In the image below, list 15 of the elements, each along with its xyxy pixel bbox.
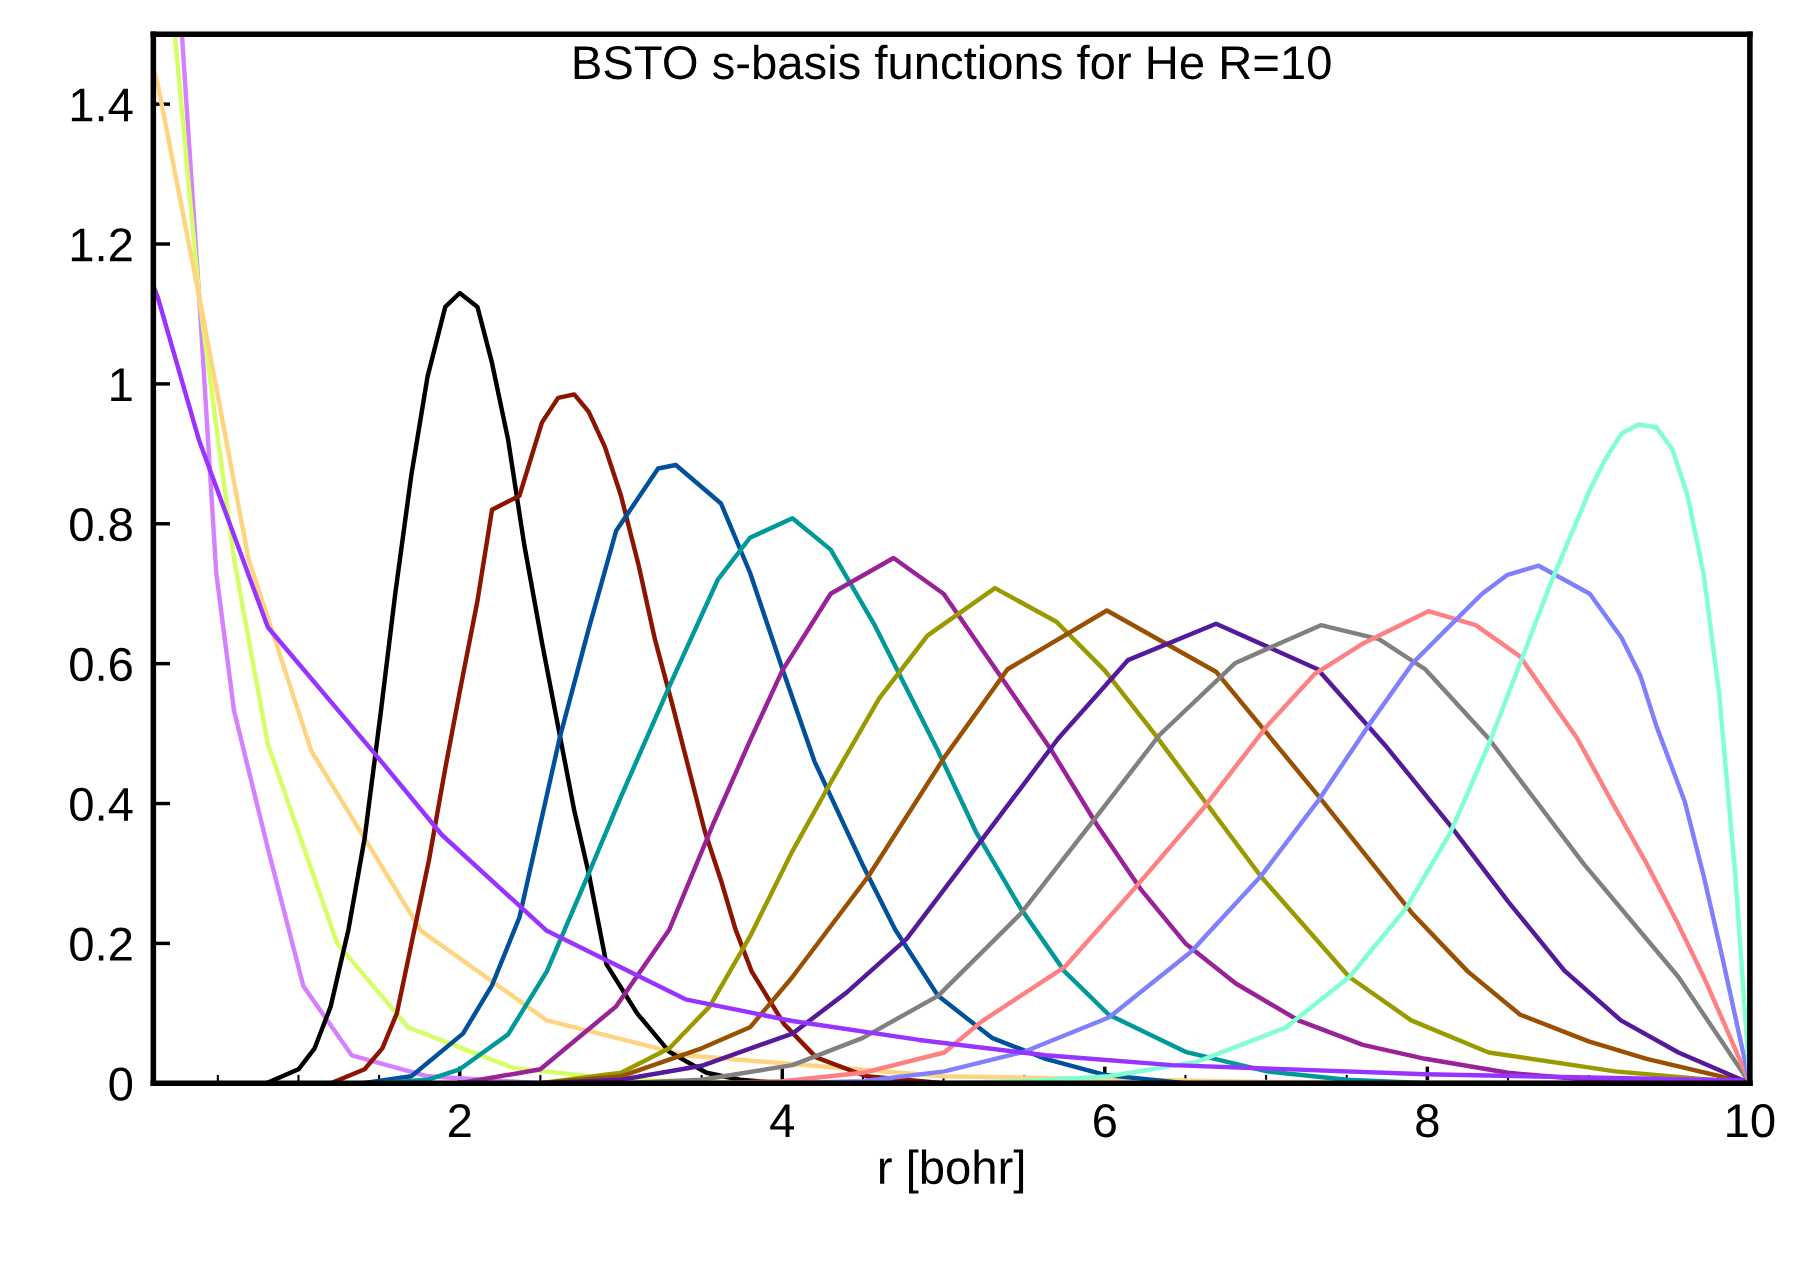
chart-title: BSTO s-basis functions for He R=10 bbox=[574, 44, 1331, 80]
y-tick-label: 0.6 bbox=[70, 647, 132, 682]
y-tick-label: 1.2 bbox=[71, 228, 132, 262]
y-tick-label: 0.8 bbox=[70, 507, 132, 542]
x-axis-title: r [bohr] bbox=[879, 1149, 1024, 1194]
y-tick-label: 0.2 bbox=[70, 927, 132, 961]
x-tick-label: 6 bbox=[1094, 1103, 1116, 1138]
x-tick-label: 2 bbox=[448, 1103, 471, 1137]
x-tick-label: 10 bbox=[1727, 1103, 1775, 1138]
x-tick-label: 4 bbox=[770, 1104, 795, 1137]
x-tick-label: 8 bbox=[1416, 1103, 1439, 1138]
y-tick-label: 0.4 bbox=[70, 787, 133, 822]
y-tick-label: 1.4 bbox=[71, 88, 133, 122]
y-tick-label: 0 bbox=[109, 1067, 133, 1101]
y-tick-label: 1 bbox=[111, 368, 132, 402]
